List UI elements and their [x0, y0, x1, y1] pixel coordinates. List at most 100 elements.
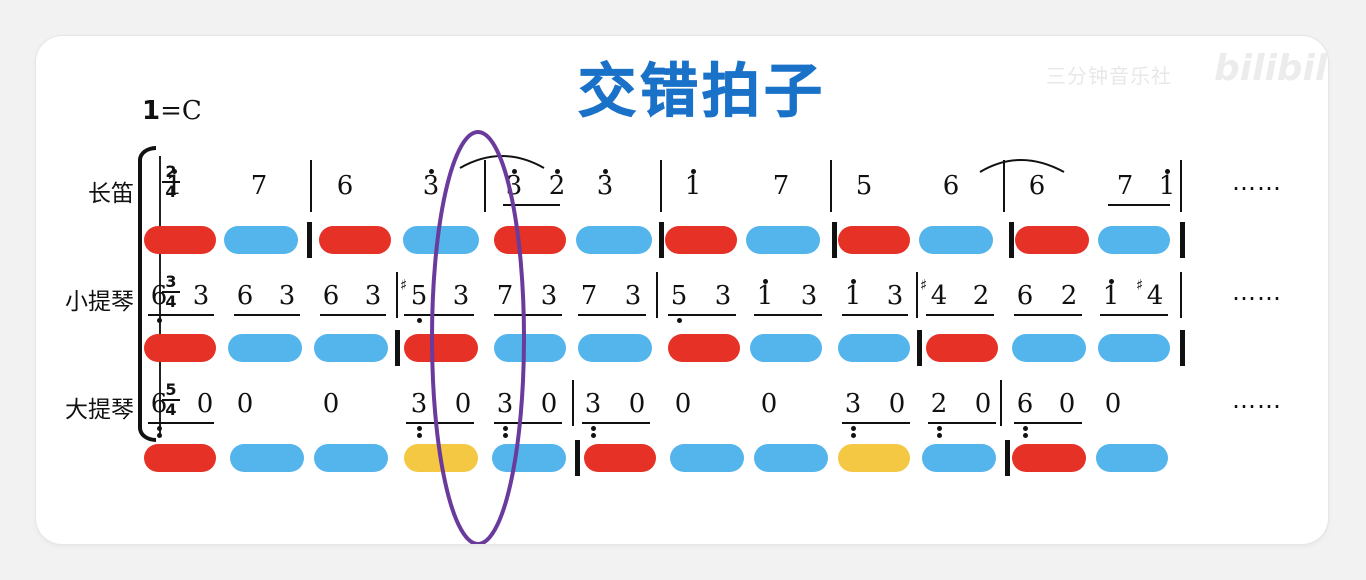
beat-marker: [1005, 440, 1010, 476]
time-sig-denominator: 4: [165, 292, 177, 311]
bar-line: [310, 160, 312, 212]
beat-block-blue: [750, 334, 822, 362]
beat-underline: [404, 314, 474, 316]
bilibili-logo: bilibili: [1214, 48, 1328, 89]
continuation-ellipsis: ……: [1232, 168, 1282, 196]
note: 0: [674, 389, 692, 419]
note: 0: [540, 389, 558, 419]
note: 3: [540, 281, 558, 311]
note: 1: [844, 281, 862, 311]
note-dot-below: [503, 433, 508, 438]
note-dot-above: [1165, 169, 1170, 174]
beat-underline: [926, 314, 994, 316]
beat-block-blue: [670, 444, 744, 472]
system-line: [159, 156, 161, 434]
watermark-text: 三分钟音乐社: [1046, 64, 1172, 88]
note: 3: [452, 281, 470, 311]
bar-line: [916, 272, 918, 318]
bar-line: [1000, 380, 1002, 426]
beat-underline: [234, 314, 300, 316]
beat-block-red: [668, 334, 740, 362]
note: 6: [150, 281, 168, 311]
time-sig-numerator: 2: [162, 164, 180, 183]
note: 6: [150, 389, 168, 419]
note-dot-below: [417, 433, 422, 438]
note-dot-below: [417, 426, 422, 431]
beat-block-blue: [1012, 334, 1086, 362]
note: 2: [972, 281, 990, 311]
beat-block-blue: [314, 334, 388, 362]
note-dot-below: [417, 318, 422, 323]
note: 0: [974, 389, 992, 419]
key-one: 1: [142, 96, 161, 126]
note: 6: [322, 281, 340, 311]
note: 3: [192, 281, 210, 311]
note: 0: [628, 389, 646, 419]
note: 1: [1102, 281, 1120, 311]
note: 7: [250, 171, 268, 201]
note: 5: [410, 281, 428, 311]
beat-block-red: [494, 226, 566, 254]
continuation-ellipsis: ……: [1232, 386, 1282, 414]
beat-block-red: [1015, 226, 1089, 254]
note-dot-above: [172, 169, 177, 174]
note-dot-above: [1109, 279, 1114, 284]
bar-line: [1003, 160, 1005, 212]
note: 6: [1016, 281, 1034, 311]
note: 5: [855, 171, 873, 201]
beat-block-red: [319, 226, 391, 254]
note: 3: [278, 281, 296, 311]
beat-block-blue: [228, 334, 302, 362]
note: 6: [942, 171, 960, 201]
note: 7: [580, 281, 598, 311]
note: 6: [336, 171, 354, 201]
beat-block-red: [926, 334, 998, 362]
beat-underline: [494, 422, 562, 424]
page-title: 交错拍子: [577, 57, 826, 126]
note: 3: [584, 389, 602, 419]
note: 3: [886, 281, 904, 311]
beat-underline: [494, 314, 562, 316]
beat-underline: [148, 314, 214, 316]
beat-block-blue: [1098, 226, 1170, 254]
note: 1: [684, 171, 702, 201]
bar-line: [572, 380, 574, 426]
note-dot-above: [429, 169, 434, 174]
beat-block-blue: [1096, 444, 1168, 472]
note-dot-below: [677, 318, 682, 323]
note: 1: [756, 281, 774, 311]
note-dot-above: [603, 169, 608, 174]
instrument-label: 大提琴: [65, 397, 134, 423]
note: 3: [496, 389, 514, 419]
note-dot-above: [851, 279, 856, 284]
beat-block-blue: [403, 226, 479, 254]
beat-marker: [917, 330, 922, 366]
sharp-sign: ♯: [400, 276, 408, 294]
note: 7: [1116, 171, 1134, 201]
system-bracket: [138, 146, 156, 442]
time-sig-numerator: 5: [162, 382, 180, 401]
beat-block-blue: [754, 444, 828, 472]
note: 3: [800, 281, 818, 311]
note-dot-below: [503, 426, 508, 431]
beat-marker: [1009, 222, 1014, 258]
beat-block-red: [144, 444, 216, 472]
note-dot-below: [851, 433, 856, 438]
note-dot-above: [691, 169, 696, 174]
beat-marker: [395, 330, 400, 366]
beat-block-red: [584, 444, 656, 472]
beat-block-blue: [224, 226, 298, 254]
beat-block-red: [838, 226, 910, 254]
tie-arc-flute-2: [979, 159, 1065, 173]
bar-line: [660, 160, 662, 212]
note-dot-below: [1023, 433, 1028, 438]
beat-underline: [503, 204, 560, 206]
bar-line: [1180, 272, 1182, 318]
note: 6: [1016, 389, 1034, 419]
note-dot-below: [851, 426, 856, 431]
note: 3: [364, 281, 382, 311]
note: 0: [1104, 389, 1122, 419]
time-sig-numerator: 3: [162, 274, 180, 293]
instrument-label: 长笛: [88, 181, 134, 207]
